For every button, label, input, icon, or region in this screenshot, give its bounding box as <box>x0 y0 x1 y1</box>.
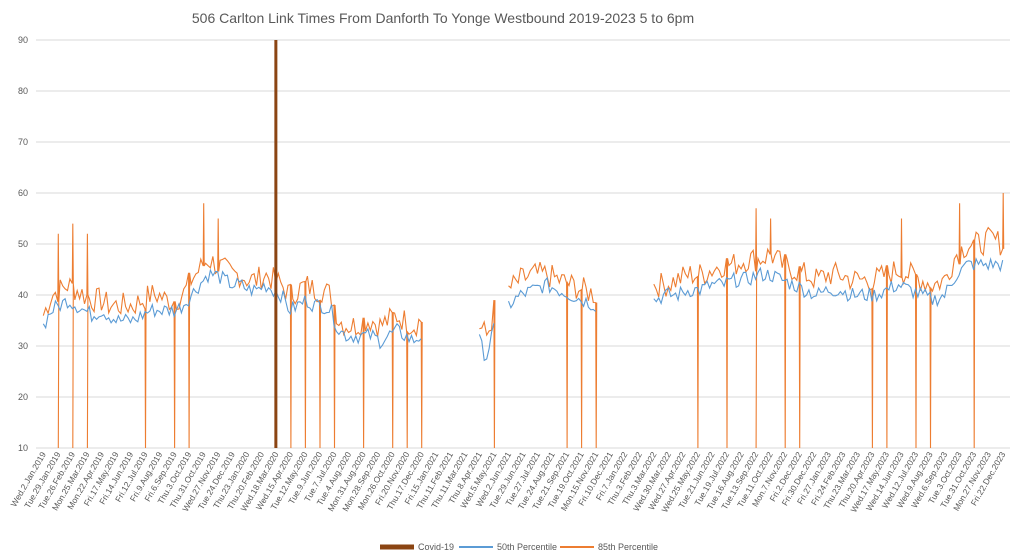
legend-label: 50th Percentile <box>497 542 557 552</box>
y-tick-label: 50 <box>18 239 28 249</box>
y-tick-label: 20 <box>18 392 28 402</box>
plot-area <box>42 40 1005 449</box>
legend: Covid-19 50th Percentile 85th Percentile <box>380 542 658 552</box>
p85-line-segment <box>508 261 598 449</box>
p50-line-segment <box>653 257 1004 308</box>
y-axis: 10 20 30 40 50 60 70 80 90 <box>18 35 28 453</box>
p50-line-segment <box>507 276 597 312</box>
p50-line-segment <box>42 268 422 350</box>
chart-title: 506 Carlton Link Times From Danforth To … <box>192 10 694 26</box>
y-tick-label: 60 <box>18 188 28 198</box>
covid-bar <box>274 40 278 448</box>
gridlines <box>36 39 1010 449</box>
legend-label: Covid-19 <box>418 542 454 552</box>
y-tick-label: 80 <box>18 86 28 96</box>
p85-line-segment <box>42 203 423 449</box>
y-tick-label: 40 <box>18 290 28 300</box>
legend-label: 85th Percentile <box>598 542 658 552</box>
x-axis: Wed.2.Jan.2019Tue.29.Jan.2019Tue.26.Feb.… <box>8 450 1007 514</box>
p85-line-segment <box>653 192 1005 449</box>
y-tick-label: 90 <box>18 35 28 45</box>
y-tick-label: 30 <box>18 341 28 351</box>
y-tick-label: 70 <box>18 137 28 147</box>
p50-line-segment <box>478 323 495 362</box>
p85-line-segment <box>479 300 496 449</box>
y-tick-label: 10 <box>18 443 28 453</box>
